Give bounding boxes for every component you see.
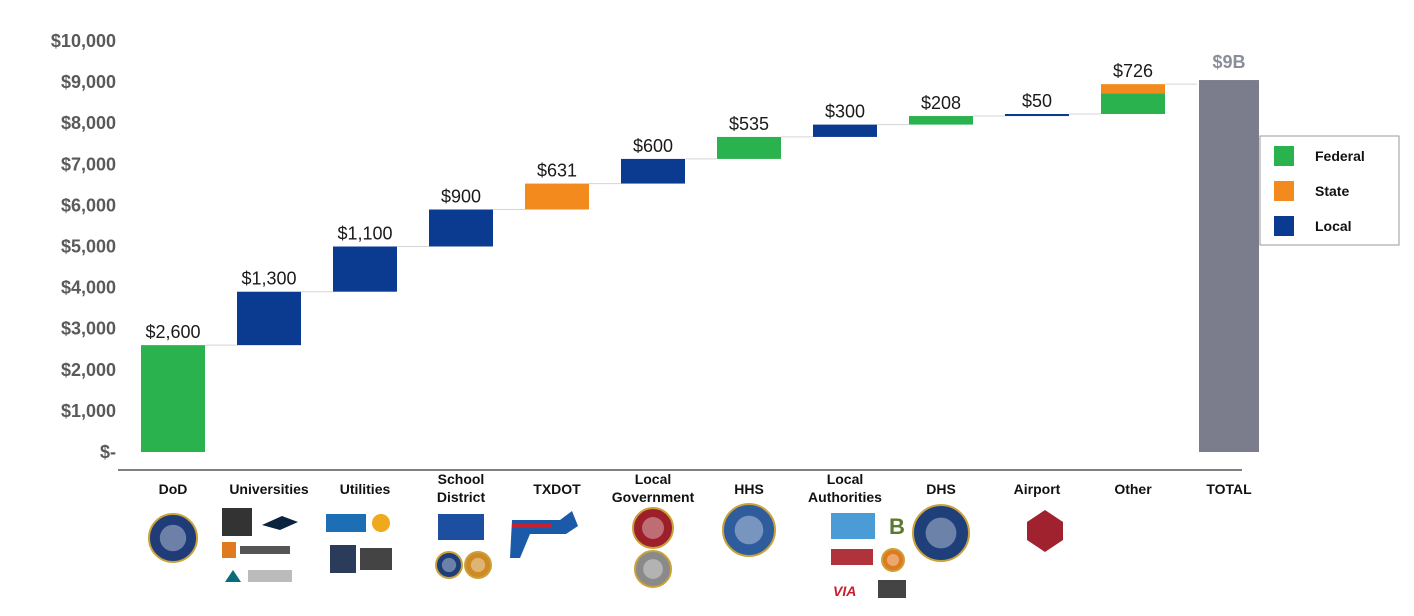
- via-logo: VIA: [833, 583, 856, 599]
- bar-segment-local: [237, 291, 301, 346]
- saha-logo-text: [878, 580, 906, 598]
- category-label: Local: [635, 471, 672, 487]
- bar-value-label: $300: [825, 102, 865, 122]
- bar-value-label: $535: [729, 114, 769, 134]
- alamo-colleges-logo-mark: [225, 570, 241, 582]
- airport-logo: [1027, 510, 1063, 552]
- category-label: DoD: [159, 481, 188, 497]
- cps-energy-sun-logo: [372, 514, 390, 532]
- saha-flower-logo: [881, 548, 905, 572]
- saws-logo-mark: [330, 545, 356, 573]
- bar-value-label: $2,600: [145, 322, 200, 342]
- hhs-seal-logo: [722, 503, 776, 557]
- y-tick-label: $6,000: [61, 195, 116, 215]
- y-tick-label: $7,000: [61, 154, 116, 174]
- category-label: TOTAL: [1206, 481, 1252, 497]
- alamo-colleges-logo-text: [248, 570, 292, 582]
- bar-value-label: $726: [1113, 61, 1153, 81]
- bexar-county-seal-logo-inner: [643, 559, 663, 579]
- category-label: School: [438, 471, 485, 487]
- bar-segment-local: [813, 124, 877, 137]
- legend-label: Local: [1315, 218, 1352, 234]
- dod-seal-logo-inner: [159, 524, 187, 552]
- category-label: Government: [612, 489, 695, 505]
- y-tick-label: $-: [100, 442, 116, 462]
- bar-segment-federal: [1101, 93, 1165, 114]
- y-tick-label: $10,000: [51, 31, 116, 51]
- ut-health-logo-text: [240, 546, 290, 554]
- category-label: Local: [827, 471, 864, 487]
- y-tick-label: $1,000: [61, 401, 116, 421]
- bar-segment-local: [621, 158, 685, 184]
- bar-value-label: $900: [441, 187, 481, 207]
- txdot-logo: [510, 511, 578, 558]
- category-label: Authorities: [808, 489, 882, 505]
- y-tick-label: $3,000: [61, 319, 116, 339]
- category-label: Other: [1114, 481, 1152, 497]
- city-of-san-antonio-logo-inner: [642, 517, 664, 539]
- bar-segment-federal: [909, 116, 973, 125]
- university-building-logo: [222, 508, 252, 536]
- category-label: TXDOT: [533, 481, 581, 497]
- bar-segment-federal: [141, 345, 205, 452]
- hhs-seal-logo-inner: [734, 515, 764, 545]
- category-label: Universities: [229, 481, 309, 497]
- category-label: Airport: [1014, 481, 1061, 497]
- dhs-seal-logo: [912, 504, 970, 562]
- bar-segment-state: [1101, 84, 1165, 94]
- total-bar: [1199, 80, 1259, 453]
- bar-segment-local: [429, 209, 493, 247]
- category-label: DHS: [926, 481, 956, 497]
- utsa-roadrunner-logo: [262, 516, 298, 530]
- y-tick-label: $2,000: [61, 360, 116, 380]
- bexar-b-logo: B: [889, 514, 905, 539]
- legend-swatch-federal: [1274, 146, 1294, 166]
- bexar-county-seal-logo: [634, 550, 672, 588]
- category-label: HHS: [734, 481, 764, 497]
- school-district-seal-logo-inner: [470, 557, 486, 573]
- category-label: Utilities: [340, 481, 391, 497]
- school-district-seal-logo: [464, 551, 492, 579]
- ut-health-logo-mark: [222, 542, 236, 558]
- bar-value-label: $600: [633, 136, 673, 156]
- neisd-logo-inner: [441, 557, 457, 573]
- bar-value-label: $1,300: [241, 269, 296, 289]
- bar-segment-local: [333, 246, 397, 292]
- bar-value-label: $631: [537, 161, 577, 181]
- y-tick-label: $5,000: [61, 237, 116, 257]
- bar-segment-federal: [717, 136, 781, 159]
- legend-label: Federal: [1315, 148, 1365, 164]
- dhs-seal-logo-inner: [925, 517, 957, 549]
- saha-flower-logo-inner: [886, 553, 900, 567]
- neisd-logo: [435, 551, 463, 579]
- saws-logo-text: [360, 548, 392, 570]
- dod-seal-logo: [148, 513, 198, 563]
- bar-value-label: $50: [1022, 91, 1052, 111]
- y-tick-label: $4,000: [61, 278, 116, 298]
- city-of-san-antonio-logo: [632, 507, 674, 549]
- legend-swatch-local: [1274, 216, 1294, 236]
- cps-energy-logo: [326, 514, 366, 532]
- bar-value-label: $1,100: [337, 224, 392, 244]
- bar-segment-local: [1005, 113, 1069, 117]
- saisd-logo: [438, 514, 484, 540]
- housing-authority-logo: [831, 513, 875, 539]
- legend-label: State: [1315, 183, 1349, 199]
- total-value-label: $9B: [1212, 52, 1245, 72]
- legend-swatch-state: [1274, 181, 1294, 201]
- bar-value-label: $208: [921, 93, 961, 113]
- y-tick-label: $8,000: [61, 113, 116, 133]
- category-label: District: [437, 489, 486, 505]
- bar-segment-state: [525, 183, 589, 210]
- txdot-logo-stripe: [512, 524, 552, 528]
- y-tick-label: $9,000: [61, 72, 116, 92]
- port-san-antonio-logo: [831, 549, 873, 565]
